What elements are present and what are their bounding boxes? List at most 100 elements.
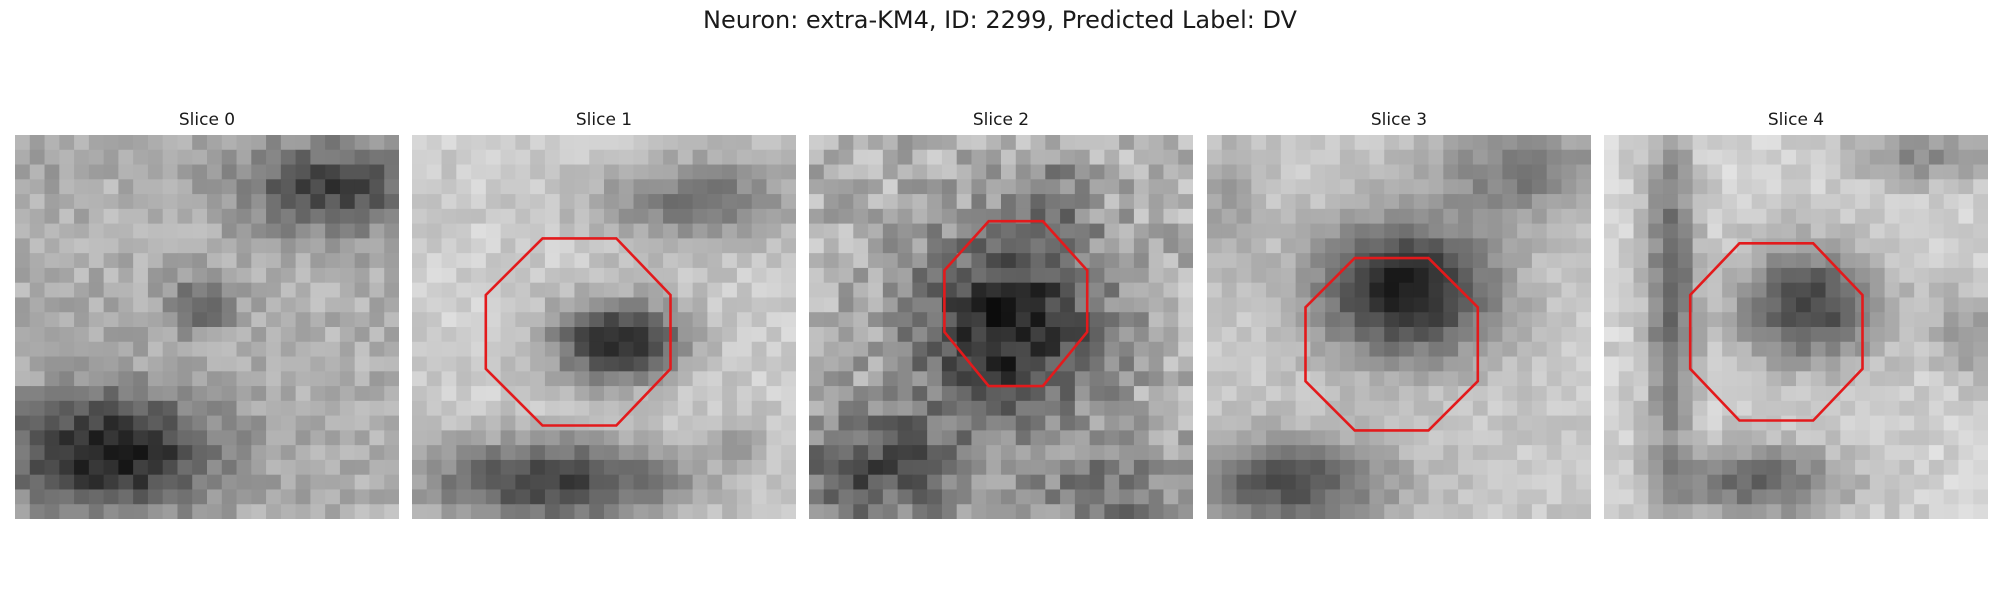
image-pixel [29,253,46,269]
image-pixel [1928,253,1945,269]
image-pixel [736,430,753,446]
image-pixel [971,459,987,476]
image-pixel [1899,504,1915,519]
image-pixel [1973,327,1988,343]
image-pixel [1618,267,1635,284]
image-pixel [1502,282,1518,298]
image-pixel [1207,312,1223,328]
image-pixel [1266,386,1282,402]
image-pixel [1810,164,1827,180]
image-pixel [941,371,958,387]
image-pixel [1618,208,1635,225]
image-pixel [530,194,546,210]
image-pixel [838,297,854,313]
image-pixel [1973,135,1988,151]
image-pixel [1648,135,1664,151]
image-pixel [1840,341,1856,358]
image-pixel [1119,179,1135,195]
image-pixel [118,474,134,490]
image-pixel [1766,149,1782,166]
image-pixel [1060,164,1076,180]
image-pixel [118,238,134,254]
image-pixel [118,327,134,343]
image-pixel [1384,208,1400,225]
image-pixel [295,400,311,417]
image-pixel [618,459,635,476]
image-pixel [441,179,457,195]
image-pixel [1207,208,1223,225]
image-pixel [838,179,854,195]
image-pixel [1119,253,1135,269]
image-pixel [882,135,899,151]
image-pixel [1855,238,1871,254]
image-pixel [456,341,472,358]
image-pixel [1236,179,1252,195]
image-pixel [1502,504,1518,519]
image-pixel [1692,135,1708,151]
image-pixel [574,282,590,298]
image-pixel [853,415,869,431]
image-pixel [1148,312,1164,328]
image-pixel [1855,267,1871,284]
image-pixel [1399,386,1415,402]
image-pixel [266,356,282,372]
image-pixel [236,341,252,358]
image-pixel [88,489,105,505]
image-pixel [59,149,75,166]
image-pixel [823,179,840,195]
image-pixel [692,135,708,151]
image-pixel [722,297,738,313]
image-pixel [882,282,899,298]
image-pixel [44,223,60,239]
image-pixel [162,371,178,387]
image-pixel [15,149,31,166]
image-pixel [88,504,105,519]
image-pixel [44,327,60,343]
image-pixel [1399,194,1415,210]
image-pixel [736,489,753,505]
image-pixel [956,386,972,402]
image-pixel [544,267,561,284]
image-pixel [633,164,649,180]
image-pixel [280,445,297,461]
image-pixel [912,135,928,151]
image-pixel [1001,459,1017,476]
image-pixel [1074,445,1091,461]
image-pixel [1633,430,1649,446]
image-pixel [456,238,472,254]
image-pixel [941,238,958,254]
image-pixel [912,386,928,402]
image-pixel [1251,415,1267,431]
image-pixel [1546,164,1562,180]
image-pixel [1310,223,1326,239]
image-pixel [1148,135,1164,151]
image-pixel [384,312,399,328]
image-pixel [1722,489,1738,505]
image-pixel [1133,223,1150,239]
image-pixel [1677,267,1694,284]
image-pixel [1148,504,1164,519]
image-pixel [1751,371,1767,387]
image-pixel [1207,223,1223,239]
image-pixel [1604,253,1620,269]
image-pixel [310,149,326,166]
image-pixel [1692,179,1708,195]
image-pixel [1633,400,1649,417]
image-pixel [339,297,356,313]
image-pixel [1707,341,1723,358]
image-pixel [295,445,311,461]
image-pixel [1531,489,1548,505]
image-pixel [74,415,90,431]
image-pixel [1604,459,1620,476]
image-pixel [412,459,428,476]
image-pixel [1310,282,1326,298]
image-pixel [1928,356,1945,372]
image-pixel [838,489,854,505]
image-pixel [207,489,223,505]
image-pixel [1604,400,1620,417]
image-pixel [1899,312,1915,328]
image-pixel [1677,400,1694,417]
image-pixel [59,474,75,490]
image-pixel [781,474,796,490]
image-pixel [1561,430,1577,446]
